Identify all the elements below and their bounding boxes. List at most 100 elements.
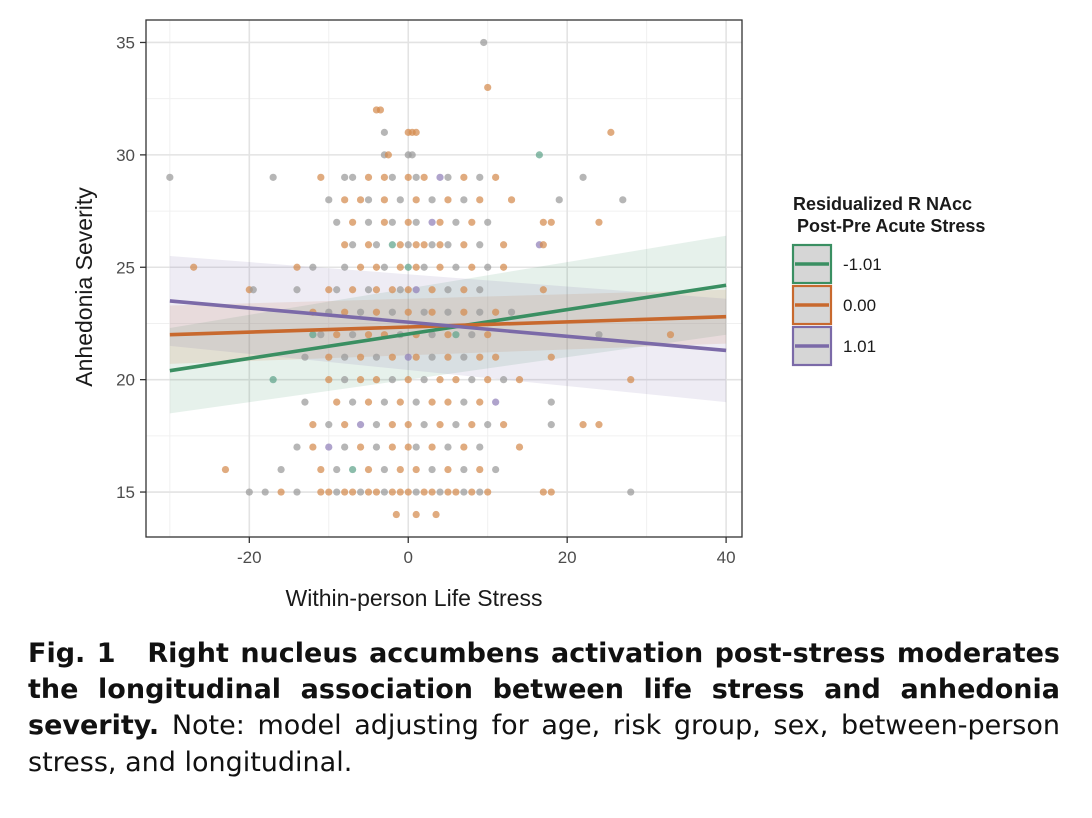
data-point [444,196,452,204]
data-point [396,398,404,406]
data-point [476,353,484,361]
data-point [349,488,357,496]
legend-label-1: -1.01 [843,255,882,274]
data-point [412,218,420,226]
data-point [341,376,349,384]
data-point [325,353,333,361]
data-point [412,286,420,294]
data-point [428,331,436,339]
data-point [412,128,420,136]
data-point [249,286,257,294]
data-point [317,465,325,474]
plot-panel [145,19,743,538]
data-point [349,241,357,249]
data-point [460,241,468,249]
data-point [376,106,385,114]
data-point [372,263,381,271]
data-point [436,173,444,181]
data-point [500,241,508,249]
data-point [380,398,388,406]
data-point [452,263,460,271]
data-point [341,263,349,271]
data-point [388,488,396,496]
data-point [484,421,492,429]
data-point [293,488,301,496]
data-point [555,196,563,204]
data-point [436,241,444,249]
data-point [420,421,428,429]
caption-note: Note: model adjusting for age, risk grou… [28,710,1061,778]
data-point [444,241,452,249]
data-point [484,376,492,384]
data-point [507,196,516,204]
data-point [547,353,555,361]
data-point [484,488,492,496]
data-point [468,263,476,271]
y-tick-label: 30 [116,146,135,165]
data-point [468,331,476,339]
data-point [261,488,269,496]
data-point [547,421,555,429]
data-point [476,308,484,316]
data-point [444,331,452,339]
data-point [428,308,436,316]
data-point [341,443,349,451]
regression-line-1 [169,283,727,373]
data-point [619,196,627,204]
data-point [428,465,436,474]
data-point [404,376,412,384]
y-tick-label: 20 [116,371,135,390]
data-point [269,173,277,181]
data-point [452,421,460,429]
data-point [221,465,230,474]
data-point [380,196,388,204]
data-point [595,421,603,429]
data-point [277,465,285,474]
data-point [384,151,392,159]
y-tick-label: 15 [116,483,135,502]
data-point [476,286,484,294]
data-point [166,173,174,181]
data-point [579,173,587,181]
data-point [396,241,404,249]
data-point [627,488,635,496]
data-point [364,465,373,474]
data-point [460,353,468,361]
data-point [388,376,396,384]
data-point [484,331,492,339]
data-point [428,241,436,249]
data-point [460,196,468,204]
data-point [468,218,476,226]
data-point [380,488,388,496]
data-point [444,443,452,451]
data-point [595,331,603,339]
data-point [325,196,333,204]
data-point [356,263,365,271]
legend-title-line2: Post-Pre Acute Stress [797,216,985,236]
data-point [277,488,285,496]
data-point [364,196,373,204]
data-point [341,308,349,316]
data-point [349,465,357,474]
data-point [420,173,428,181]
data-point [492,308,500,316]
data-point [484,83,492,92]
data-point [404,308,412,316]
data-point [396,196,404,204]
data-point [539,218,547,226]
data-point [547,218,555,226]
data-point [452,376,460,384]
data-point [404,173,412,181]
x-tick-label: 0 [404,548,413,567]
data-point [404,263,412,271]
data-point [404,353,412,361]
data-point [460,488,468,496]
data-point [341,196,349,204]
data-point [341,488,349,496]
data-point [436,376,444,384]
data-point [356,196,365,204]
data-point [412,465,420,474]
data-point [492,398,500,406]
data-point [380,128,388,136]
data-point [444,308,452,316]
